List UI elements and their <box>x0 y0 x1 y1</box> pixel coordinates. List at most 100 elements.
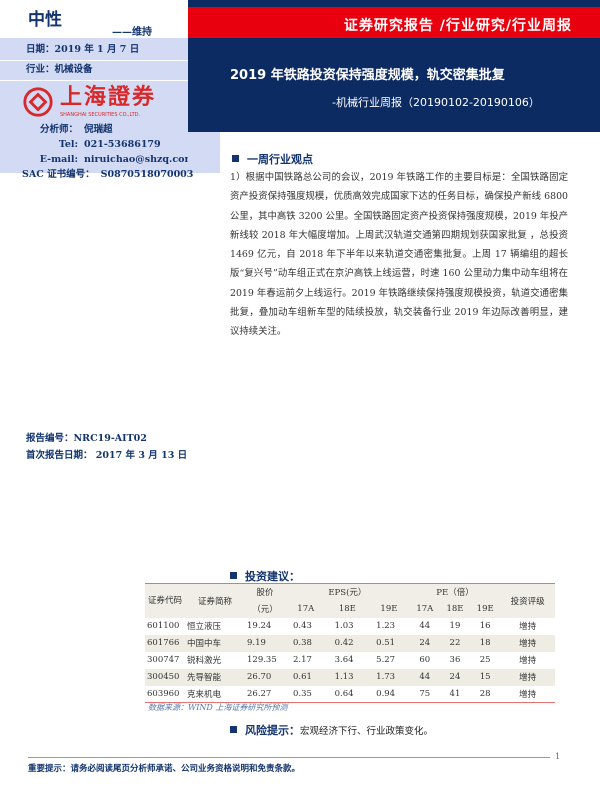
table-cell: 5.27 <box>368 651 410 669</box>
table-cell: 0.42 <box>326 634 369 652</box>
table-row: 603960 克来机电 26.27 0.35 0.64 0.94 75 41 28 增持 <box>145 685 555 703</box>
logo-emblem-icon <box>23 87 53 117</box>
table-cell: 60 <box>409 651 440 669</box>
table-cell: 中国中车 <box>185 634 245 652</box>
col-pe: PE（倍） <box>409 583 501 601</box>
table-cell: 19 <box>439 617 471 635</box>
bullet-square-icon <box>230 572 237 579</box>
table-cell: 18 <box>470 634 501 652</box>
tel-label: Tel: <box>58 139 78 150</box>
section-title: 一周行业观点 <box>247 153 313 166</box>
table-cell: 0.38 <box>285 634 327 652</box>
email-row: E-mail: niruichao@shzq.com <box>30 154 195 166</box>
table-cell: 锐科激光 <box>185 651 245 669</box>
title-block: 2019 年铁路投资保持强度规模，轨交密集批复 -机械行业周报（20190102… <box>188 38 600 132</box>
table-cell: 41 <box>439 685 471 703</box>
weekly-view-body: 1）根据中国铁路总公司的会议，2019 年铁路工作的主要目标是：全国铁路固定资产… <box>230 172 568 338</box>
table-cell: 601766 <box>145 634 185 652</box>
table-cell: 0.64 <box>326 685 369 703</box>
email-label: E-mail: <box>39 154 78 165</box>
section-title: 投资建议： <box>245 570 300 583</box>
table-cell: 24 <box>439 668 471 686</box>
rating-change: ——维持 <box>112 27 152 38</box>
table-cell: 1.73 <box>368 668 410 686</box>
table-cell: 增持 <box>500 685 555 703</box>
report-type: 证券研究报告 /行业研究/行业周报 <box>343 18 572 34</box>
table-cell: 0.43 <box>285 617 327 635</box>
footer-notice: 重要提示：请务必阅读尾页分析师承诺、公司业务资格说明和免责条款。 <box>28 764 301 774</box>
info-panel-extension <box>188 132 220 173</box>
header-top-band <box>188 0 600 7</box>
table-cell: 25 <box>470 651 501 669</box>
tel-row: Tel: 021-53686179 <box>30 139 161 151</box>
table-cell: 1.23 <box>368 617 410 635</box>
sac-label: SAC 证书编号： <box>22 169 95 180</box>
logo-en: SHANGHAI SECURITIES CO.,LTD. <box>60 112 141 118</box>
col-year: 17A <box>409 600 440 618</box>
col-year: 18E <box>439 600 471 618</box>
table-cell: 恒立液压 <box>185 617 245 635</box>
table-cell: 300747 <box>145 651 185 669</box>
report-date: 日期：2019 年 1 月 7 日 <box>26 44 140 55</box>
col-rating: 投资评级 <box>500 583 555 618</box>
col-year: 17A <box>285 600 327 618</box>
table-cell: 129.35 <box>245 651 285 669</box>
table-cell: 603960 <box>145 685 185 703</box>
col-price-unit: （元） <box>245 600 285 618</box>
report-title: 2019 年铁路投资保持强度规模，轨交密集批复 <box>230 68 505 83</box>
table-cell: 44 <box>409 617 440 635</box>
bullet-square-icon <box>232 155 239 162</box>
section-title: 风险提示： <box>245 724 300 737</box>
table-cell: 增持 <box>500 668 555 686</box>
table-cell: 增持 <box>500 634 555 652</box>
tel: 021-53686179 <box>84 139 161 150</box>
table-cell: 3.64 <box>326 651 369 669</box>
table-cell: 0.94 <box>368 685 410 703</box>
table-cell: 增持 <box>500 651 555 669</box>
rating: 中性 <box>28 10 62 30</box>
table-cell: 300450 <box>145 668 185 686</box>
table-cell: 9.19 <box>245 634 285 652</box>
table-cell: 601100 <box>145 617 185 635</box>
table-cell: 36 <box>439 651 471 669</box>
analyst-label: 分析师： <box>39 124 78 135</box>
report-subtitle: -机械行业周报（20190102-20190106） <box>332 96 540 109</box>
col-year: 18E <box>326 600 369 618</box>
table-cell: 19.24 <box>245 617 285 635</box>
table-cell: 44 <box>409 668 440 686</box>
table-cell: 16 <box>470 617 501 635</box>
table-row: 300450 先导智能 26.70 0.61 1.13 1.73 44 24 15 增持 <box>145 668 555 686</box>
report-number: 报告编号：NRC19-AIT02 <box>26 433 147 444</box>
bullet-square-icon <box>230 726 237 733</box>
report-type-band: 证券研究报告 /行业研究/行业周报 <box>188 7 600 38</box>
sac-row: SAC 证书编号： S0870518070003 <box>22 169 193 181</box>
data-source: 数据来源：WIND 上海证券研究所预测 <box>148 703 288 712</box>
col-year: 19E <box>470 600 501 618</box>
footer-divider <box>28 757 550 758</box>
table-row: 601100 恒立液压 19.24 0.43 1.03 1.23 44 19 16 增持 <box>145 617 555 635</box>
table-cell: 2.17 <box>285 651 327 669</box>
col-name: 证券简称 <box>185 583 245 618</box>
section-weekly-view: 一周行业观点 <box>232 151 313 167</box>
table-cell: 先导智能 <box>185 668 245 686</box>
table-cell: 1.03 <box>326 617 369 635</box>
table-cell: 75 <box>409 685 440 703</box>
table-cell: 26.70 <box>245 668 285 686</box>
info-panel: 日期：2019 年 1 月 7 日 行业：机械设备 分析师： 倪瑞超 Tel: … <box>0 38 195 173</box>
col-year: 19E <box>368 600 410 618</box>
col-eps: EPS(元） <box>285 583 410 601</box>
page-number: 1 <box>555 752 561 761</box>
analyst-row: 分析师： 倪瑞超 <box>30 124 113 136</box>
table-row: 601766 中国中车 9.19 0.38 0.42 0.51 24 22 18 增持 <box>145 634 555 652</box>
table-cell: 28 <box>470 685 501 703</box>
table-cell: 0.35 <box>285 685 327 703</box>
risk-body: 宏观经济下行、行业政策变化。 <box>300 726 434 737</box>
company-logo: 上海證券 SHANGHAI SECURITIES CO.,LTD. <box>22 84 182 122</box>
email: niruichao@shzq.com <box>84 154 195 165</box>
logo-text: 上海證券 <box>60 84 157 110</box>
table-cell: 15 <box>470 668 501 686</box>
table-cell: 26.27 <box>245 685 285 703</box>
first-report-date: 首次报告日期： 2017 年 3 月 13 日 <box>26 450 188 461</box>
section-risk: 风险提示：宏观经济下行、行业政策变化。 <box>230 722 433 738</box>
table-cell: 24 <box>409 634 440 652</box>
